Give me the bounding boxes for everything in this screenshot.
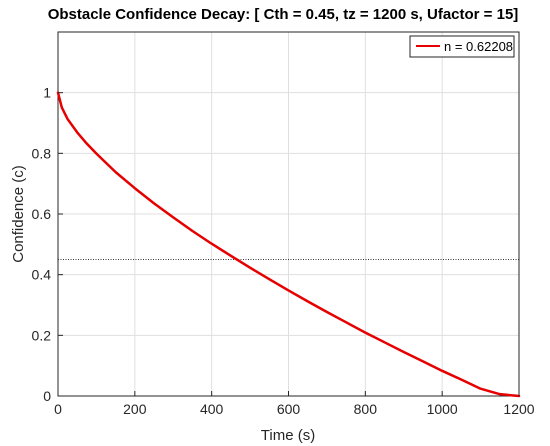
legend-box (409, 35, 515, 58)
x-axis-title: Time (s) (261, 427, 315, 444)
series-line (56, 91, 521, 398)
y-tick-label: 0 (43, 388, 51, 404)
legend: n = 0.62208 (409, 35, 515, 58)
y-tick-label: 0.2 (32, 327, 52, 343)
y-tick-label: 0.6 (32, 206, 52, 222)
chart-title: Obstacle Confidence Decay: [ Cth = 0.45,… (48, 6, 519, 23)
x-tick-label: 600 (277, 401, 301, 417)
grid-layer (57, 32, 520, 397)
x-tick-label: 400 (200, 401, 224, 417)
x-tick-label: 0 (54, 401, 62, 417)
y-tick-label: 1 (43, 85, 51, 101)
series-layer (56, 91, 521, 398)
y-axis-title: Confidence (c) (10, 165, 27, 263)
tick-layer: 0 200 400 600 800 1000 1200 0 0.2 0.4 0.6 0.8 1 (32, 85, 535, 417)
y-tick-label: 0.8 (32, 145, 52, 161)
x-tick-label: 800 (354, 401, 378, 417)
x-tick-label: 200 (123, 401, 147, 417)
x-tick-label: 1000 (427, 401, 458, 417)
x-tick-label: 1200 (503, 401, 534, 417)
y-tick-label: 0.4 (32, 267, 52, 283)
legend-label: n = 0.62208 (444, 39, 513, 54)
